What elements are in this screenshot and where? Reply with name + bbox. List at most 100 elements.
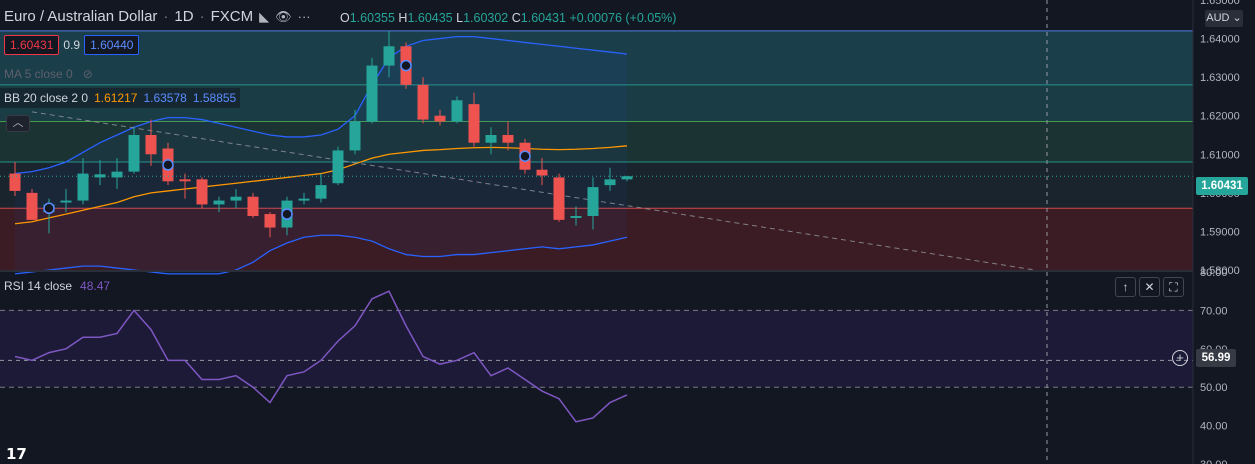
arrow-up-icon: ↑: [1122, 280, 1129, 294]
maximize-icon: ⛶: [1169, 280, 1178, 294]
rsi-pane-controls: ↑ ✕ ⛶: [1115, 277, 1184, 297]
candle-body: [587, 187, 599, 216]
flag-icon[interactable]: ◣: [259, 8, 270, 24]
candle-body: [264, 214, 276, 228]
close-label: C: [511, 11, 521, 25]
candle-body: [60, 200, 72, 203]
trendline: [31, 111, 1036, 271]
rsi-value: 48.47: [80, 279, 111, 293]
price-tick-label: 1.64000: [1200, 34, 1240, 46]
candle-body: [502, 135, 514, 143]
candle-body: [213, 200, 225, 205]
open-value: 1.60355: [349, 11, 395, 25]
event-marker: [281, 208, 293, 220]
buy-button[interactable]: 1.60440: [84, 35, 140, 55]
candle-body: [179, 179, 191, 182]
price-tick-label: 1.63000: [1200, 72, 1240, 84]
currency-label: AUD: [1206, 12, 1230, 24]
candle-body: [468, 104, 480, 143]
candle-body: [417, 84, 429, 120]
candle-body: [77, 173, 89, 201]
candle-body: [332, 150, 344, 184]
price-tick-label: 1.62000: [1200, 111, 1240, 123]
candle-body: [536, 169, 548, 176]
candle-body: [26, 192, 38, 220]
bb-upper-value: 1.63578: [143, 91, 187, 105]
eye-hidden-icon[interactable]: ⊘: [82, 67, 93, 81]
ohlc-readout: O1.60355 H1.60435 L1.60302 C1.60431 +0.0…: [336, 9, 681, 27]
rsi-line: [14, 290, 628, 423]
candle-body: [553, 177, 565, 220]
open-label: O: [340, 11, 350, 25]
price-zone: [0, 208, 1193, 270]
price-zone: [0, 121, 1193, 162]
sell-button[interactable]: 1.60431: [4, 35, 60, 55]
candle-body: [145, 135, 157, 155]
price-tick-label: 1.59000: [1200, 226, 1240, 238]
spread-value: 0.9: [63, 38, 81, 52]
candle-body: [298, 198, 310, 201]
price-tick-label: 1.65000: [1200, 0, 1240, 7]
candle-body: [230, 196, 242, 201]
high-label: H: [398, 11, 408, 25]
candle-body: [434, 115, 446, 122]
current-price-tag: 1.60431: [1196, 177, 1248, 195]
exchange-label: FXCM: [210, 8, 254, 25]
rsi-tick-label: 80.00: [1200, 267, 1228, 279]
collapse-legend-button[interactable]: ︿: [6, 115, 30, 132]
candle-body: [196, 179, 208, 205]
price-tick-label: 1.58000: [1200, 265, 1240, 277]
candle-body: [128, 135, 140, 172]
close-value: 1.60431: [520, 11, 566, 25]
add-alert-plus-icon[interactable]: +: [1172, 350, 1188, 366]
close-pane-button[interactable]: ✕: [1139, 277, 1160, 297]
bb-lower-line: [14, 234, 628, 275]
candle-body: [366, 65, 378, 122]
candle-body: [451, 100, 463, 122]
bb-legend[interactable]: BB 20 close 2 0 1.61217 1.63578 1.58855: [0, 88, 241, 108]
candle-body: [9, 173, 21, 191]
event-marker: [43, 202, 55, 215]
low-value: 1.60302: [463, 11, 509, 25]
candle-body: [485, 135, 497, 143]
ma-label: MA 5 close 0: [4, 67, 73, 81]
more-icon[interactable]: ···: [297, 9, 311, 24]
candle-body: [315, 185, 327, 199]
symbol-name[interactable]: Euro / Australian Dollar: [4, 8, 158, 25]
rsi-tick-label: 40.00: [1200, 421, 1228, 433]
candle-body: [349, 121, 361, 151]
eye-icon[interactable]: 👁: [275, 8, 292, 24]
candle-body: [621, 176, 633, 180]
symbol-legend[interactable]: Euro / Australian Dollar · 1D · FXCM ◣ 👁…: [4, 8, 311, 25]
change-value: +0.00076 (+0.05%): [569, 11, 677, 25]
candle-body: [570, 216, 582, 218]
rsi-legend[interactable]: RSI 14 close 48.47: [4, 279, 110, 293]
rsi-band: [0, 310, 1193, 388]
price-zone: [0, 30, 1193, 85]
candle-body: [604, 179, 616, 186]
bb-upper-line: [14, 35, 628, 175]
rsi-cursor-tag: 56.99: [1196, 349, 1236, 367]
price-tick-label: 1.61000: [1200, 149, 1240, 161]
rsi-label: RSI 14 close: [4, 279, 73, 293]
event-marker: [162, 159, 174, 171]
separator-dot-2: ·: [199, 8, 205, 25]
chevron-up-icon: ︿: [12, 117, 24, 129]
rsi-tick-label: 30.00: [1200, 459, 1228, 464]
candle-body: [383, 46, 395, 66]
price-axis-bg: [1193, 0, 1255, 464]
tradingview-logo[interactable]: 17: [6, 445, 27, 463]
event-marker: [519, 150, 531, 162]
interval-label[interactable]: 1D: [174, 8, 194, 25]
close-icon: ✕: [1144, 280, 1155, 294]
candle-body: [111, 171, 123, 178]
bb-label: BB 20 close 2 0: [4, 91, 89, 105]
rsi-tick-label: 50.00: [1200, 382, 1228, 394]
maximize-pane-button[interactable]: ⛶: [1163, 277, 1184, 297]
move-pane-up-button[interactable]: ↑: [1115, 277, 1136, 297]
currency-selector[interactable]: AUD ⌄: [1205, 10, 1243, 27]
ma-legend[interactable]: MA 5 close 0 ⊘: [4, 67, 93, 81]
high-value: 1.60435: [407, 11, 453, 25]
rsi-tick-label: 70.00: [1200, 305, 1228, 317]
